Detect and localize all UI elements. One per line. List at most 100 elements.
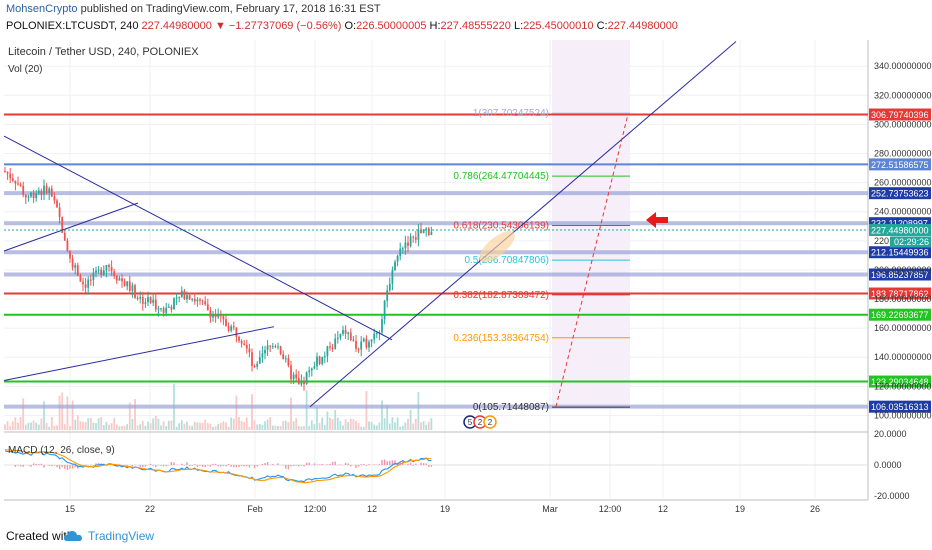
- candle-body: [425, 228, 428, 230]
- volume-bar: [149, 423, 152, 430]
- grid: [4, 40, 869, 501]
- candle-body: [141, 297, 144, 304]
- chart-area[interactable]: 306.79740396 272.51586575 252.73753623 232.…: [0, 38, 932, 520]
- volume-bar: [339, 421, 342, 430]
- candle-body: [404, 242, 407, 249]
- current-price-badge: [869, 223, 931, 236]
- volume-bar: [378, 422, 381, 430]
- candle-body: [30, 192, 32, 197]
- volume-bar: [69, 426, 71, 430]
- candle-body: [256, 363, 259, 367]
- volume-bar: [87, 418, 90, 430]
- volume-bar: [71, 400, 74, 430]
- volume-bar: [37, 424, 40, 430]
- countdown-label: 02:29:26: [894, 237, 929, 247]
- candle-body: [266, 345, 269, 350]
- candle-body: [134, 285, 136, 298]
- volume-bar: [84, 422, 87, 430]
- level-label-bg-8: [869, 375, 931, 388]
- volume-bar: [175, 426, 178, 430]
- macd-y-tick-label: 20.0000: [874, 429, 907, 439]
- volume-bar: [136, 425, 139, 430]
- volume-bar: [347, 421, 350, 430]
- candle-body: [308, 370, 311, 373]
- candle-body: [401, 248, 404, 250]
- volume-bar: [126, 424, 129, 430]
- chart-title: Litecoin / Tether USD, 240, POLONIEX: [8, 46, 199, 58]
- volume-bar: [139, 424, 142, 430]
- x-tick-label: 12:00: [304, 504, 327, 514]
- volume-bar: [365, 391, 368, 430]
- volume-bar: [232, 418, 235, 430]
- volume-bar: [261, 424, 264, 430]
- volume-bar: [165, 426, 168, 430]
- candle-body: [383, 300, 386, 320]
- candle-body: [162, 308, 165, 313]
- volume-bar: [14, 417, 17, 430]
- x-tick-label: 26: [810, 504, 820, 514]
- volume-bar: [209, 423, 212, 430]
- candle-body: [360, 341, 363, 350]
- candle-body: [373, 333, 376, 340]
- candle-body: [209, 310, 212, 318]
- candle-body: [19, 184, 22, 186]
- fib-label-6: 0(105.71448087): [473, 402, 549, 413]
- volume-bar: [383, 418, 386, 430]
- level-label-bg-1: [869, 158, 931, 171]
- volume-bar: [95, 423, 97, 430]
- candle-body: [170, 306, 173, 310]
- candle-body: [394, 261, 396, 271]
- candle-body: [144, 302, 147, 304]
- volume-bar: [401, 425, 404, 430]
- candle-body: [191, 298, 194, 300]
- candle-body: [238, 336, 240, 341]
- candle-body: [430, 231, 433, 235]
- candle-body: [152, 299, 155, 303]
- volume-bar: [191, 425, 194, 430]
- fib-label-4: 0.382(182.87389472): [453, 290, 549, 301]
- volume-bar: [300, 426, 303, 430]
- candle-body: [264, 349, 266, 354]
- y-tick-label: 240.00000000: [874, 207, 932, 217]
- candle-body: [123, 281, 126, 287]
- candle-body: [248, 348, 251, 353]
- signal-line: [4, 448, 432, 484]
- candle-body: [357, 348, 360, 350]
- volume-bar: [193, 421, 196, 430]
- price-axis[interactable]: 340.00000000 320.00000000 300.00000000 280.…: [869, 61, 932, 501]
- volume-bar: [399, 426, 402, 430]
- candle-body: [82, 281, 84, 285]
- upper-wedge-line: [3, 202, 139, 252]
- volume-bar: [344, 419, 347, 430]
- volume-bar: [245, 417, 248, 430]
- level-label-7: 169.22693677: [871, 310, 929, 320]
- y-tick-label: 140.00000000: [874, 352, 932, 362]
- level-label-bg-0: [869, 108, 931, 121]
- symbol-label: POLONIEX:LTCUSDT, 240: [6, 20, 139, 32]
- y-tick-label: 160.00000000: [874, 323, 932, 333]
- candle-body: [370, 339, 373, 342]
- volume-bar: [50, 417, 53, 430]
- volume-bar: [56, 425, 58, 430]
- volume-bar: [154, 415, 157, 430]
- time-axis[interactable]: 15 22 Feb 12:00 12 19 Mar 12:00 12 19 26: [65, 504, 820, 514]
- volume-bar: [407, 418, 409, 430]
- volume-bar: [394, 422, 396, 430]
- fib-label-3: 0.5(206.70847806): [464, 255, 549, 266]
- volume-bar: [318, 423, 321, 430]
- candle-body: [344, 329, 347, 334]
- tradingview-brand[interactable]: TradingView: [88, 529, 155, 543]
- candle-body: [121, 278, 123, 282]
- volume-bar: [342, 425, 344, 430]
- x-tick-label: 12: [367, 504, 377, 514]
- author-link[interactable]: MohsenCrypto: [6, 3, 78, 15]
- volume-bar: [225, 422, 227, 430]
- candle-body: [105, 265, 108, 271]
- high-label: H:: [429, 20, 441, 32]
- candle-body: [204, 301, 207, 305]
- volume-bar: [316, 407, 318, 430]
- candle-body: [326, 346, 329, 357]
- volume-bar: [388, 423, 391, 430]
- volume-bar: [279, 426, 282, 430]
